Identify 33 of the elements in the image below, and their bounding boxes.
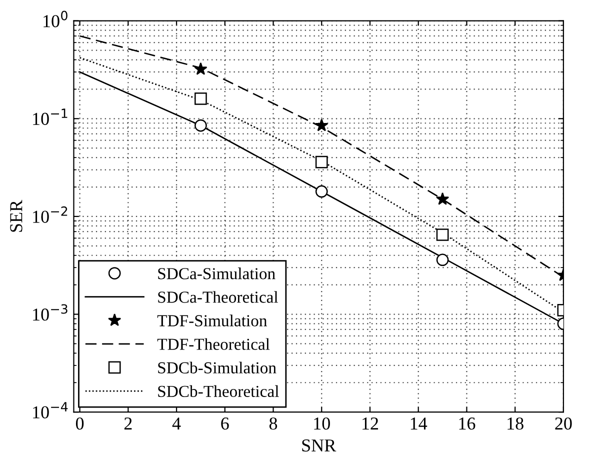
legend-label: SDCa-Simulation	[158, 268, 276, 280]
point	[436, 254, 449, 266]
legend-label: TDF-Theoretical	[157, 338, 270, 350]
legend-label: SDCb-Simulation	[158, 362, 276, 374]
x-tick-label: 18	[508, 417, 524, 430]
point	[315, 156, 328, 168]
x-tick-label: 12	[362, 418, 378, 430]
x-tick-label: 6	[221, 418, 229, 430]
x-tick-label: 16	[459, 418, 476, 430]
x-tick-label: 14	[410, 418, 428, 430]
y-tick-label: 10$^{−2}$	[33, 206, 68, 223]
y-tick-label: 10$^{0}$	[44, 10, 68, 28]
point	[436, 192, 450, 205]
y-tick-label: 10$^{−3}$	[33, 304, 68, 321]
legend-label: TDF-Simulation	[157, 314, 268, 326]
x-tick-label: 8	[269, 417, 278, 430]
x-tick-label: 4	[172, 418, 181, 430]
y-axis-title: SER	[10, 200, 22, 232]
legend-label: SDCb-Theoretical	[158, 385, 279, 398]
point	[436, 228, 449, 241]
point	[315, 185, 328, 198]
point	[194, 119, 207, 132]
x-axis-title: SNR	[302, 439, 336, 452]
x-tick-label: 2	[124, 418, 132, 430]
x-tick-label: 20	[555, 417, 572, 430]
x-tick-label: 0	[76, 417, 84, 430]
point	[194, 92, 207, 105]
y-tick-label: 10$^{−4}$	[33, 402, 68, 418]
point	[194, 62, 208, 75]
y-tick-label: 10$^{−1}$	[33, 108, 68, 125]
legend-label: SDCa-Theoretical	[158, 291, 278, 303]
x-tick-label: 10	[314, 417, 330, 430]
point	[315, 118, 328, 132]
